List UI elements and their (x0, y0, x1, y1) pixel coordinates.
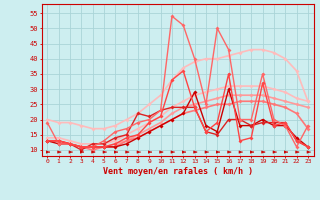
X-axis label: Vent moyen/en rafales ( km/h ): Vent moyen/en rafales ( km/h ) (103, 167, 252, 176)
